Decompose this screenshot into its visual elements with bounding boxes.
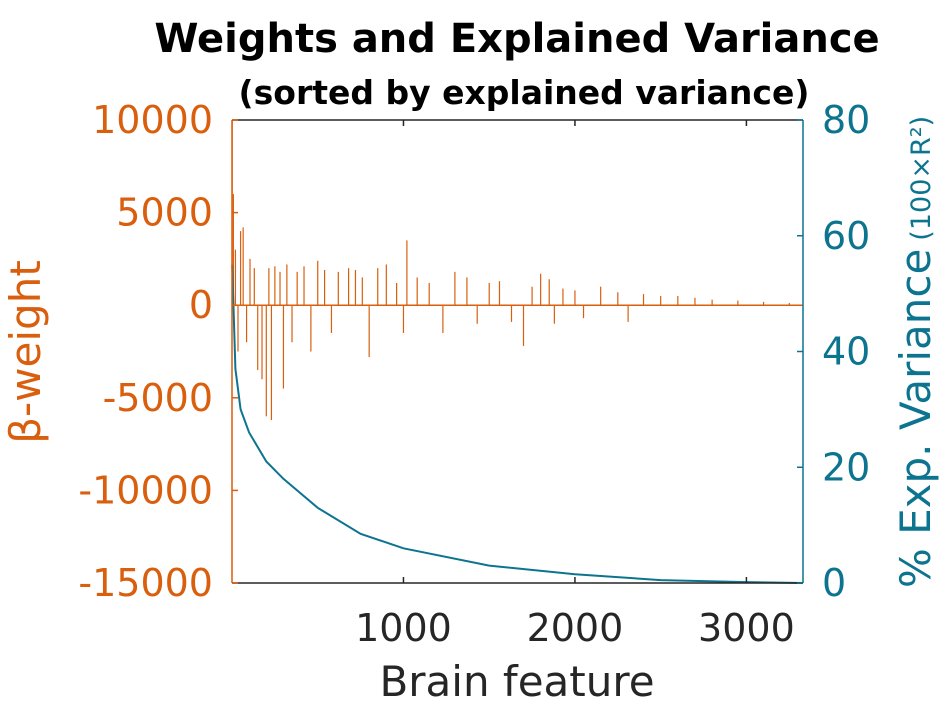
x-tick-label: 1000 [355,606,452,650]
y-left-tick-label: 0 [189,283,213,327]
plot-area [232,120,803,583]
x-tick-label: 2000 [527,606,624,650]
axes: 1000 2000 3000 10000 5000 0 -5000 -10000 -15000 8… [78,98,870,650]
y-left-tick-label: -15000 [78,561,213,605]
weights-series [231,120,803,421]
y-right-tick-label: 40 [822,330,870,374]
y-right-tick-label: 0 [822,561,846,605]
x-axis-label: Brain feature [379,657,654,706]
y-right-tick-label: 80 [822,98,870,142]
y-right-axis-label-main: % Exp. Variance [891,249,940,588]
x-tick-label: 3000 [698,606,795,650]
chart-subtitle: (sorted by explained variance) [239,73,810,112]
y-left-tick-label: 5000 [116,191,213,235]
y-right-axis-label-unit: (100×R²) [906,116,937,241]
y-right-tick-label: 60 [822,214,870,258]
chart-title: Weights and Explained Variance [154,16,879,62]
y-left-tick-label: -10000 [78,468,213,512]
y-left-tick-label: -5000 [103,376,213,420]
y-left-tick-label: 10000 [92,98,213,142]
y-left-axis-label: β-weight [1,260,50,444]
variance-line [231,264,804,584]
y-right-tick-label: 20 [822,445,870,489]
y-right-axis-label: % Exp. Variance (100×R²) [891,116,940,588]
